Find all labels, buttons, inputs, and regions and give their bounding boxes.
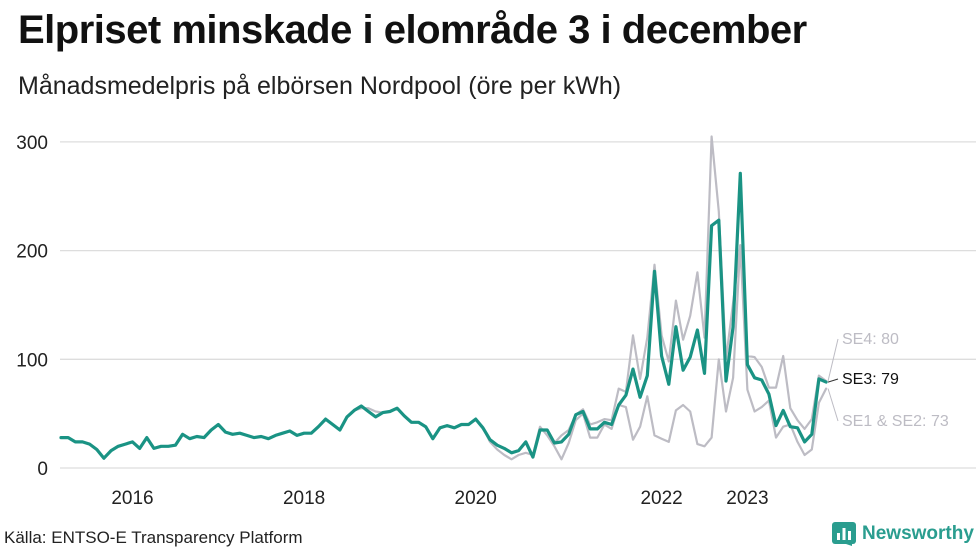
series-line-se4 [59, 135, 828, 460]
series-end-label-se4: SE4: 80 [842, 331, 899, 348]
leader-line-se4 [827, 338, 839, 382]
x-tick-label-2016: 2016 [111, 488, 153, 509]
series-end-label-se3: SE3: 79 [842, 371, 899, 388]
x-tick-label-2018: 2018 [283, 488, 325, 509]
y-tick-label-300: 300 [16, 133, 48, 154]
x-tick-label-2020: 2020 [455, 488, 497, 509]
series-line-se3 [59, 171, 828, 460]
y-tick-label-200: 200 [16, 242, 48, 263]
x-tick-label-2022: 2022 [640, 488, 682, 509]
chart-title: Elpriset minskade i elområde 3 i decembe… [18, 8, 807, 52]
chart-subtitle: Månadsmedelpris på elbörsen Nordpool (ör… [18, 72, 622, 100]
leader-line-se3 [827, 378, 839, 383]
y-tick-label-0: 0 [37, 459, 48, 480]
brand-name: Newsworthy [862, 523, 974, 544]
y-tick-label-100: 100 [16, 350, 48, 371]
series-end-label-se1-se2: SE1 & SE2: 73 [842, 413, 949, 430]
leader-line-se1-se2 [827, 388, 839, 422]
brand-logo: Newsworthy [832, 522, 974, 546]
newsworthy-logo-icon [832, 522, 856, 546]
x-tick-label-2023: 2023 [726, 488, 768, 509]
source-note: Källa: ENTSO-E Transparency Platform [4, 528, 303, 547]
